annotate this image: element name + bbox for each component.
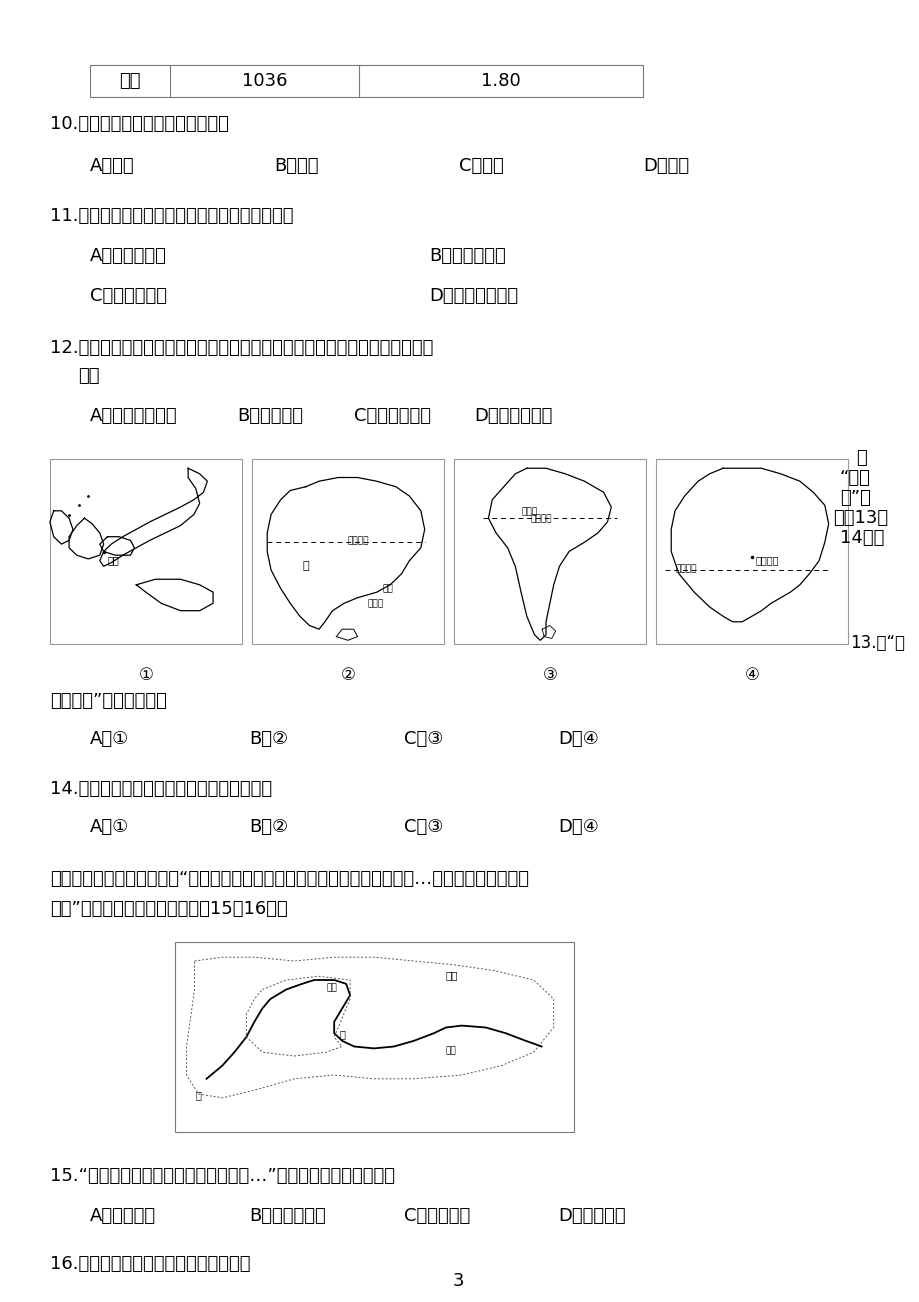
Text: A．青藏高原: A．青藏高原 [90,1207,155,1225]
Text: C．印度: C．印度 [459,158,503,174]
Text: 读: 读 [855,449,866,467]
Text: D．④: D．④ [558,818,598,836]
Bar [453,460,645,644]
Text: 1036: 1036 [242,72,287,90]
Text: 甲: 甲 [302,561,309,570]
Text: B．土壤肥沃: B．土壤肥沃 [237,408,303,424]
Text: C．③: C．③ [403,730,443,749]
Text: 16.黄河河水在乙河段变成浑黄的原因是: 16.黄河河水在乙河段变成浑黄的原因是 [50,1255,250,1273]
Text: 巴西利亚: 巴西利亚 [754,555,778,565]
Text: 11.水稻单位面积产量泰国比日本高的主要原因是: 11.水稻单位面积产量泰国比日本高的主要原因是 [50,207,293,225]
Text: B．②: B．② [249,818,289,836]
Text: 界办公室”之称的国家是: 界办公室”之称的国家是 [50,691,166,710]
Text: D．④: D．④ [558,730,598,749]
Text: 《黄河妈妈》歌词中写道：“走出冰川的时候，你是那样的清亮，等你经过了…你就把那晶莹变成浑: 《黄河妈妈》歌词中写道：“走出冰川的时候，你是那样的清亮，等你经过了…你就把那晶… [50,870,528,888]
Text: 14.拥有地球上面积最大的热带雨林的国家是: 14.拥有地球上面积最大的热带雨林的国家是 [50,780,272,798]
Text: 南回归线: 南回归线 [675,565,696,573]
Text: ①: ① [138,667,153,684]
Text: A．①: A．① [90,818,129,836]
Text: D．华北高原: D．华北高原 [558,1207,626,1225]
Text: 南回归线: 南回归线 [347,536,369,546]
Text: B．内蒙古高原: B．内蒙古高原 [249,1207,325,1225]
Text: 10.四国中水稻总产量最多的国家是: 10.四国中水稻总产量最多的国家是 [50,115,229,133]
Bar [50,460,242,644]
Text: A．①: A．① [90,730,129,749]
Text: C．黄土高原: C．黄土高原 [403,1207,470,1225]
Bar [252,460,443,644]
Bar [90,65,642,98]
Text: 12.我国西北地区也有水稻种植，和长江中下游平原相比，其水稻种植的优势条: 12.我国西北地区也有水稻种植，和长江中下游平原相比，其水稻种植的优势条 [50,339,433,357]
Text: 北回归线: 北回归线 [530,514,551,523]
Text: “国家: “国家 [839,469,869,487]
Text: ④: ④ [743,667,758,684]
Text: B．热量条件好: B．热量条件好 [428,247,505,266]
Text: 13.有“世: 13.有“世 [849,634,904,652]
Text: 15.“走出冰川的时候，你是那样的清亮…”，此时黄河流淌在甲段的: 15.“走出冰川的时候，你是那样的清亮…”，此时黄河流淌在甲段的 [50,1167,394,1185]
Text: 14题。: 14题。 [839,529,883,547]
Text: A．人口数量多: A．人口数量多 [90,247,166,266]
Text: 甲: 甲 [196,1090,201,1100]
Text: 日本: 日本 [119,72,141,90]
Text: C．③: C．③ [403,818,443,836]
Text: D．日本: D．日本 [642,158,688,174]
Text: 堪培拉: 堪培拉 [367,600,383,608]
Text: 黄。”结合黄河流域示意图，回答15～16题。: 黄。”结合黄河流域示意图，回答15～16题。 [50,900,288,918]
Text: B．中国: B．中国 [274,158,319,174]
Text: B．②: B．② [249,730,289,749]
Text: D．水资源充足: D．水资源充足 [473,408,551,424]
Text: 河口: 河口 [326,984,336,993]
Text: C．技术力量强: C．技术力量强 [90,286,166,305]
Text: ③: ③ [542,667,557,684]
Text: 3: 3 [452,1272,464,1290]
Text: 图”，: 图”， [839,490,869,506]
Text: 新德里: 新德里 [520,506,537,516]
Text: D．机械化程度高: D．机械化程度高 [428,286,517,305]
Text: 完成13～: 完成13～ [832,509,887,527]
Text: 悉尼: 悉尼 [382,585,392,594]
Text: A．泰国: A．泰国 [90,158,134,174]
Text: 北京: 北京 [446,970,458,980]
Text: 东京: 东京 [108,555,119,565]
Text: ②: ② [340,667,355,684]
Text: C．劳动力丰富: C．劳动力丰富 [354,408,431,424]
Bar [655,460,847,644]
Text: 郑州: 郑州 [446,1047,456,1056]
Text: 1.80: 1.80 [481,72,520,90]
Text: A．气温日较差大: A．气温日较差大 [90,408,177,424]
Bar [175,943,573,1131]
Text: 乙: 乙 [339,1030,345,1039]
Text: 件是: 件是 [78,367,99,385]
